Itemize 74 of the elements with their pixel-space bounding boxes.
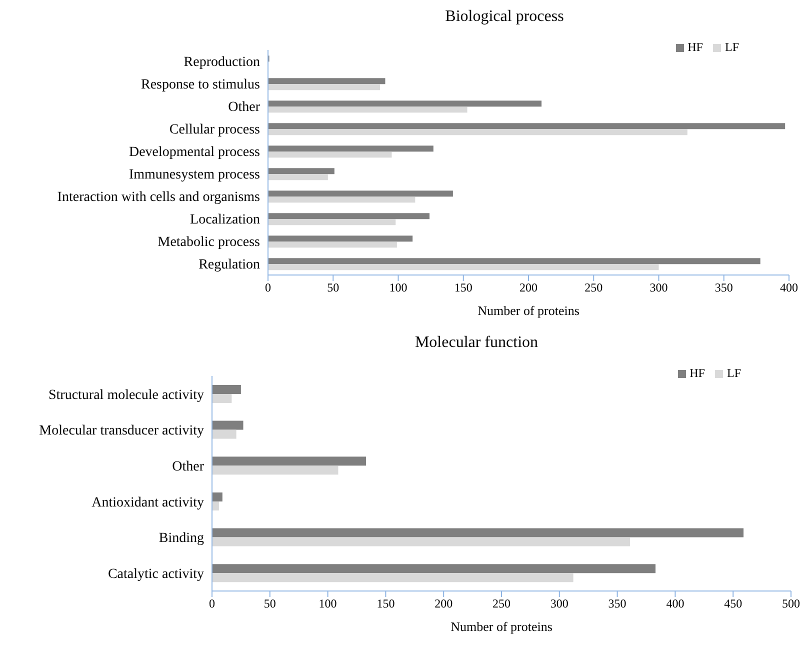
bar (268, 174, 328, 180)
bar (268, 258, 760, 264)
y-tick-label: Cellular process (169, 122, 260, 138)
x-tick-label: 450 (724, 596, 742, 611)
bar (212, 537, 630, 546)
x-tick-label: 0 (265, 280, 271, 295)
bar (268, 196, 416, 203)
y-tick-label: Binding (158, 531, 204, 546)
x-axis-title: Number of proteins (478, 303, 580, 318)
bar (268, 78, 386, 84)
y-tick-label: Antioxidant activity (92, 495, 204, 510)
bar (268, 129, 688, 136)
x-tick-label: 150 (376, 596, 395, 611)
y-tick-label: Catalytic activity (108, 567, 204, 582)
chart-title: Molecular function (414, 334, 540, 353)
x-tick-label: 100 (318, 596, 337, 611)
bar (212, 384, 241, 394)
x-tick-label: 400 (666, 596, 684, 611)
x-tick-label: 200 (434, 596, 453, 611)
chart-title: Biological process (444, 8, 565, 27)
legend-label: HF (690, 366, 705, 380)
bar (212, 528, 744, 538)
y-tick-label: Metabolic process (158, 235, 260, 250)
x-tick-label: 150 (454, 280, 472, 295)
y-tick-label: Localization (190, 212, 260, 228)
y-tick-label: Reproduction (184, 55, 260, 70)
y-tick-label: Immunesystem process (128, 168, 260, 183)
bar (212, 394, 232, 403)
legend-label: LF (726, 366, 741, 380)
y-tick-label: Other (228, 100, 260, 116)
bar (268, 106, 468, 113)
x-tick-label: 50 (327, 280, 340, 295)
legend-label: HF (688, 40, 703, 54)
legend-label: LF (724, 40, 739, 54)
x-tick-label: 500 (782, 596, 800, 611)
bar (268, 100, 542, 107)
x-tick-label: 50 (264, 596, 276, 611)
bar (212, 501, 219, 510)
x-tick-label: 250 (492, 596, 510, 611)
y-tick-label: Other (172, 460, 204, 475)
bar (212, 573, 574, 582)
x-tick-label: 0 (209, 596, 215, 611)
y-tick-label: Interaction with cells and organisms (57, 190, 260, 206)
bar (268, 236, 413, 242)
bar (268, 213, 430, 220)
x-tick-label: 250 (584, 280, 603, 295)
bar (212, 492, 222, 502)
x-tick-label: 350 (608, 596, 626, 611)
bar (212, 430, 236, 439)
bar (212, 564, 656, 574)
bar (268, 84, 380, 90)
x-tick-label: 300 (550, 596, 568, 611)
bar (268, 168, 334, 174)
x-axis-title: Number of proteins (450, 619, 552, 634)
x-tick-label: 200 (520, 280, 538, 295)
x-tick-label: 100 (389, 280, 408, 295)
bar (268, 123, 786, 130)
bar (268, 242, 397, 248)
bar (268, 264, 659, 270)
bar (212, 456, 366, 466)
bar (268, 146, 434, 152)
x-tick-label: 350 (714, 280, 733, 295)
x-tick-label: 300 (650, 280, 668, 295)
bar (268, 152, 392, 158)
y-tick-label: Response to stimulus (140, 78, 260, 93)
bar (212, 466, 338, 475)
bar (268, 190, 453, 197)
y-tick-label: Molecular transducer activity (39, 424, 204, 439)
bar (212, 420, 244, 430)
y-tick-label: Structural molecule activity (48, 388, 204, 403)
x-tick-label: 400 (780, 280, 798, 295)
y-tick-label: Regulation (198, 258, 260, 273)
y-tick-label: Developmental process (128, 145, 260, 160)
bar (268, 219, 396, 226)
